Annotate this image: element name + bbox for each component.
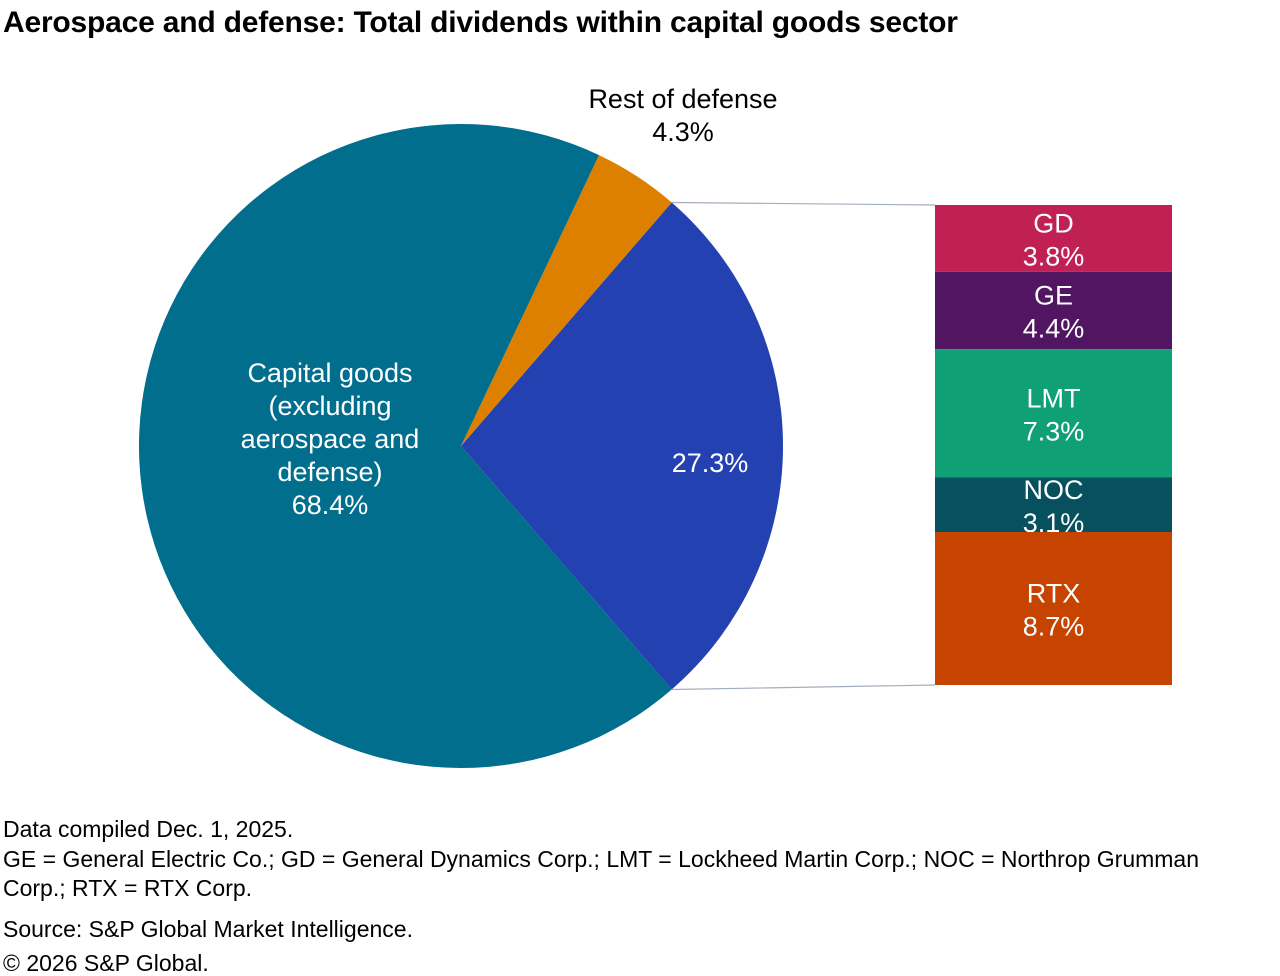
footnote-data-compiled: Data compiled Dec. 1, 2025. — [3, 816, 294, 842]
pie-label-capital-goods: Capital goods (excluding aerospace and defe… — [241, 358, 420, 520]
pie-label-rest-of-defense: Rest of defense 4.3% — [588, 84, 777, 147]
bar-segment-noc — [935, 477, 1172, 532]
chart-canvas: 27.3% Rest of defense 4.3% Capital goods (ex… — [138, 84, 1172, 769]
chart-title: Aerospace and defense: Total dividends w… — [3, 6, 958, 39]
pie-slice-aerospace-defense — [461, 202, 784, 690]
bar-ticker-noc: NOC — [1024, 475, 1084, 505]
bar-pct-gd: 3.8% — [1023, 241, 1085, 271]
bar-pct-lmt: 7.3% — [1023, 416, 1085, 446]
breakout-connector-bottom — [671, 684, 936, 691]
pie-label-aerospace-defense: 27.3% — [672, 448, 749, 478]
footnotes: Data compiled Dec. 1, 2025. GE = General… — [3, 815, 1208, 976]
bar-segment-gd — [935, 205, 1172, 272]
pie-slice-capital-goods — [138, 124, 672, 769]
bar-pct-rtx: 8.7% — [1023, 612, 1085, 642]
bar-segment-rtx — [935, 532, 1172, 685]
pie-slice-rest-of-defense — [461, 155, 672, 446]
bar-segment-lmt — [935, 349, 1172, 478]
bar-ticker-ge: GE — [1034, 281, 1073, 311]
bar-ticker-rtx: RTX — [1027, 579, 1081, 609]
bar-ticker-gd: GD — [1033, 208, 1074, 238]
breakout-connector-top — [671, 201, 936, 206]
bar-ticker-lmt: LMT — [1027, 383, 1081, 413]
bar-pct-ge: 4.4% — [1023, 314, 1085, 344]
footnote-abbreviations: GE = General Electric Co.; GD = General … — [3, 846, 1200, 901]
footnote-source: Source: S&P Global Market Intelligence. — [3, 916, 413, 942]
bar-segment-ge — [935, 271, 1172, 350]
footnote-copyright: © 2026 S&P Global. — [3, 950, 209, 976]
